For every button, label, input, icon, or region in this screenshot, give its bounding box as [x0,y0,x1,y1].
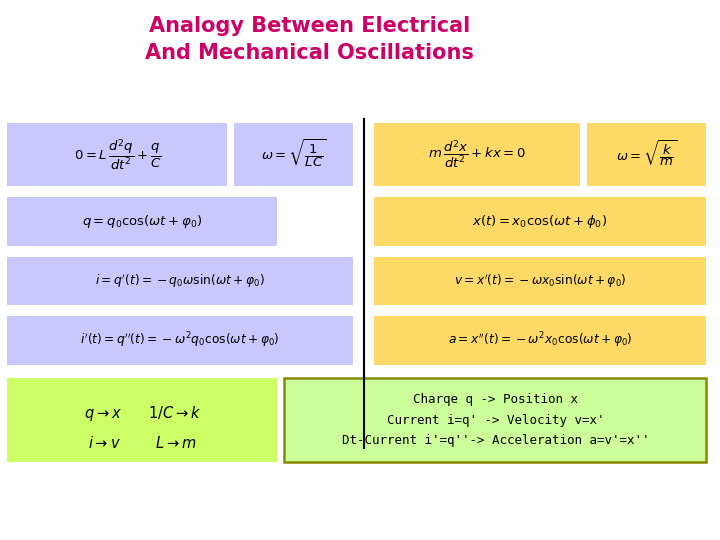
FancyBboxPatch shape [7,316,353,364]
FancyBboxPatch shape [7,256,353,305]
Text: $i \rightarrow v \quad\quad\;\; L \rightarrow m$: $i \rightarrow v \quad\quad\;\; L \right… [89,435,197,451]
FancyBboxPatch shape [587,123,706,186]
Text: $i = q'(t) = -q_0\omega\sin(\omega t + \varphi_0)$: $i = q'(t) = -q_0\omega\sin(\omega t + \… [95,272,265,289]
Text: $v = x'(t) = -\omega x_0\sin(\omega t + \varphi_0)$: $v = x'(t) = -\omega x_0\sin(\omega t + … [454,272,626,289]
Text: $q = q_0\cos(\omega t + \varphi_0)$: $q = q_0\cos(\omega t + \varphi_0)$ [82,213,203,230]
FancyBboxPatch shape [374,197,706,246]
Text: $\omega = \sqrt{\dfrac{1}{LC}}$: $\omega = \sqrt{\dfrac{1}{LC}}$ [261,138,327,171]
Text: $m\,\dfrac{d^2x}{dt^2} + kx = 0$: $m\,\dfrac{d^2x}{dt^2} + kx = 0$ [428,138,526,171]
FancyBboxPatch shape [374,123,580,186]
FancyBboxPatch shape [374,316,706,364]
FancyBboxPatch shape [7,378,277,462]
Text: Charqe q -> Position x
Current i=q' -> Velocity v=x'
Dt-Current i'=q''-> Acceler: Charqe q -> Position x Current i=q' -> V… [341,393,649,447]
Text: Analogy Between Electrical
And Mechanical Oscillations: Analogy Between Electrical And Mechanica… [145,16,474,63]
Text: $a = x''(t) = -\omega^2 x_0\cos(\omega t + \varphi_0)$: $a = x''(t) = -\omega^2 x_0\cos(\omega t… [448,330,632,350]
Text: $\omega = \sqrt{\dfrac{k}{m}}$: $\omega = \sqrt{\dfrac{k}{m}}$ [616,139,678,170]
FancyBboxPatch shape [7,123,227,186]
Text: $q \rightarrow x \quad\quad 1/C \rightarrow k$: $q \rightarrow x \quad\quad 1/C \rightar… [84,403,202,423]
FancyBboxPatch shape [374,256,706,305]
FancyBboxPatch shape [284,378,706,462]
FancyBboxPatch shape [234,123,353,186]
Text: $x(t) = x_0\cos(\omega t + \phi_0)$: $x(t) = x_0\cos(\omega t + \phi_0)$ [472,213,608,230]
Text: $0 = L\,\dfrac{d^2q}{dt^2} + \dfrac{q}{C}$: $0 = L\,\dfrac{d^2q}{dt^2} + \dfrac{q}{C… [73,137,161,172]
Text: $i'(t) = q''(t) = -\omega^2 q_0\cos(\omega t + \varphi_0)$: $i'(t) = q''(t) = -\omega^2 q_0\cos(\ome… [80,330,280,350]
FancyBboxPatch shape [7,197,277,246]
